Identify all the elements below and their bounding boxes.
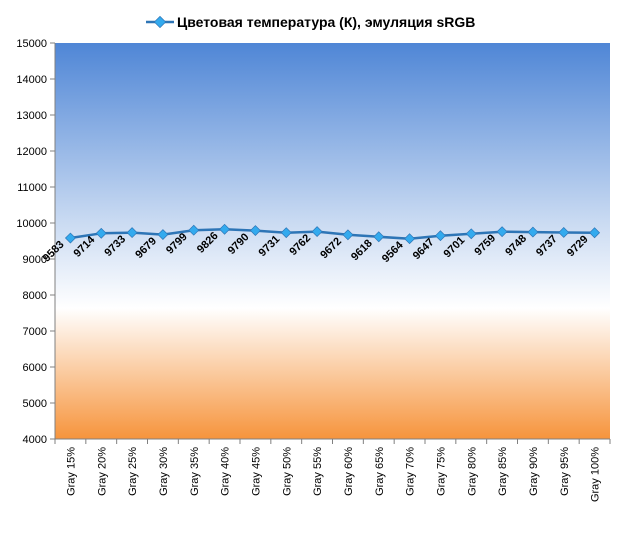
series-markers <box>64 223 601 245</box>
x-tick-label: Gray 30% <box>158 447 170 496</box>
x-tick-label: Gray 40% <box>220 447 232 496</box>
x-tick-label: Gray 45% <box>250 447 262 496</box>
y-tick-label: 4000 <box>23 434 47 446</box>
y-tick-label: 8000 <box>23 290 47 302</box>
data-point-marker <box>64 232 76 244</box>
y-tick-label: 7000 <box>23 326 47 338</box>
data-point-marker <box>188 224 200 236</box>
data-point-marker <box>496 226 508 238</box>
y-tick-label: 15000 <box>16 38 47 50</box>
x-tick-label: Gray 15% <box>65 447 77 496</box>
y-tick-label: 13000 <box>16 110 47 122</box>
chart-legend: Цветовая температура (К), эмуляция sRGB <box>146 14 475 30</box>
x-tick-label: Gray 65% <box>374 447 386 496</box>
legend-marker <box>153 15 167 29</box>
data-point-marker <box>311 226 323 238</box>
x-tick-label: Gray 20% <box>96 447 108 496</box>
x-tick-label: Gray 55% <box>312 447 324 496</box>
y-tick-label: 9000 <box>23 254 47 266</box>
data-point-marker <box>126 227 138 239</box>
y-tick-label: 12000 <box>16 146 47 158</box>
x-tick-label: Gray 35% <box>189 447 201 496</box>
data-point-marker <box>342 229 354 241</box>
chart-title: Цветовая температура (К), эмуляция sRGB <box>177 14 475 30</box>
x-axis-ticks: Gray 15% Gray 20% Gray 25% Gray 30% Gray 35%… <box>54 439 611 502</box>
data-point-marker <box>465 228 477 240</box>
x-tick-label: Gray 90% <box>528 447 540 496</box>
data-point-marker <box>373 231 385 243</box>
x-tick-label: Gray 95% <box>559 447 571 496</box>
data-point-marker <box>404 233 416 245</box>
data-point-marker <box>527 226 539 238</box>
data-point-marker <box>558 227 570 238</box>
data-point-marker <box>249 225 261 237</box>
y-tick-label: 11000 <box>17 182 47 194</box>
x-tick-label: Gray 75% <box>435 447 447 496</box>
x-tick-label: Gray 70% <box>405 447 417 496</box>
x-tick-label: Gray 60% <box>343 447 355 496</box>
y-tick-label: 10000 <box>16 218 47 230</box>
x-tick-label: Gray 85% <box>497 447 509 496</box>
data-point-marker <box>434 230 446 242</box>
data-point-marker <box>589 227 601 239</box>
data-point-marker <box>219 223 231 235</box>
y-tick-label: 5000 <box>23 398 47 410</box>
y-tick-label: 6000 <box>23 362 47 374</box>
x-tick-label: Gray 100% <box>590 447 602 502</box>
x-tick-label: Gray 80% <box>466 447 478 496</box>
plot-area <box>55 43 610 439</box>
data-point-marker <box>95 227 107 239</box>
data-point-marker <box>280 227 292 239</box>
x-tick-label: Gray 50% <box>281 447 293 496</box>
x-tick-label: Gray 25% <box>127 447 139 496</box>
data-point-marker <box>157 229 169 241</box>
y-tick-label: 14000 <box>16 74 47 86</box>
y-axis-ticks: 4000 5000 6000 7000 8000 9000 10000 11000 12000 1… <box>16 38 55 446</box>
